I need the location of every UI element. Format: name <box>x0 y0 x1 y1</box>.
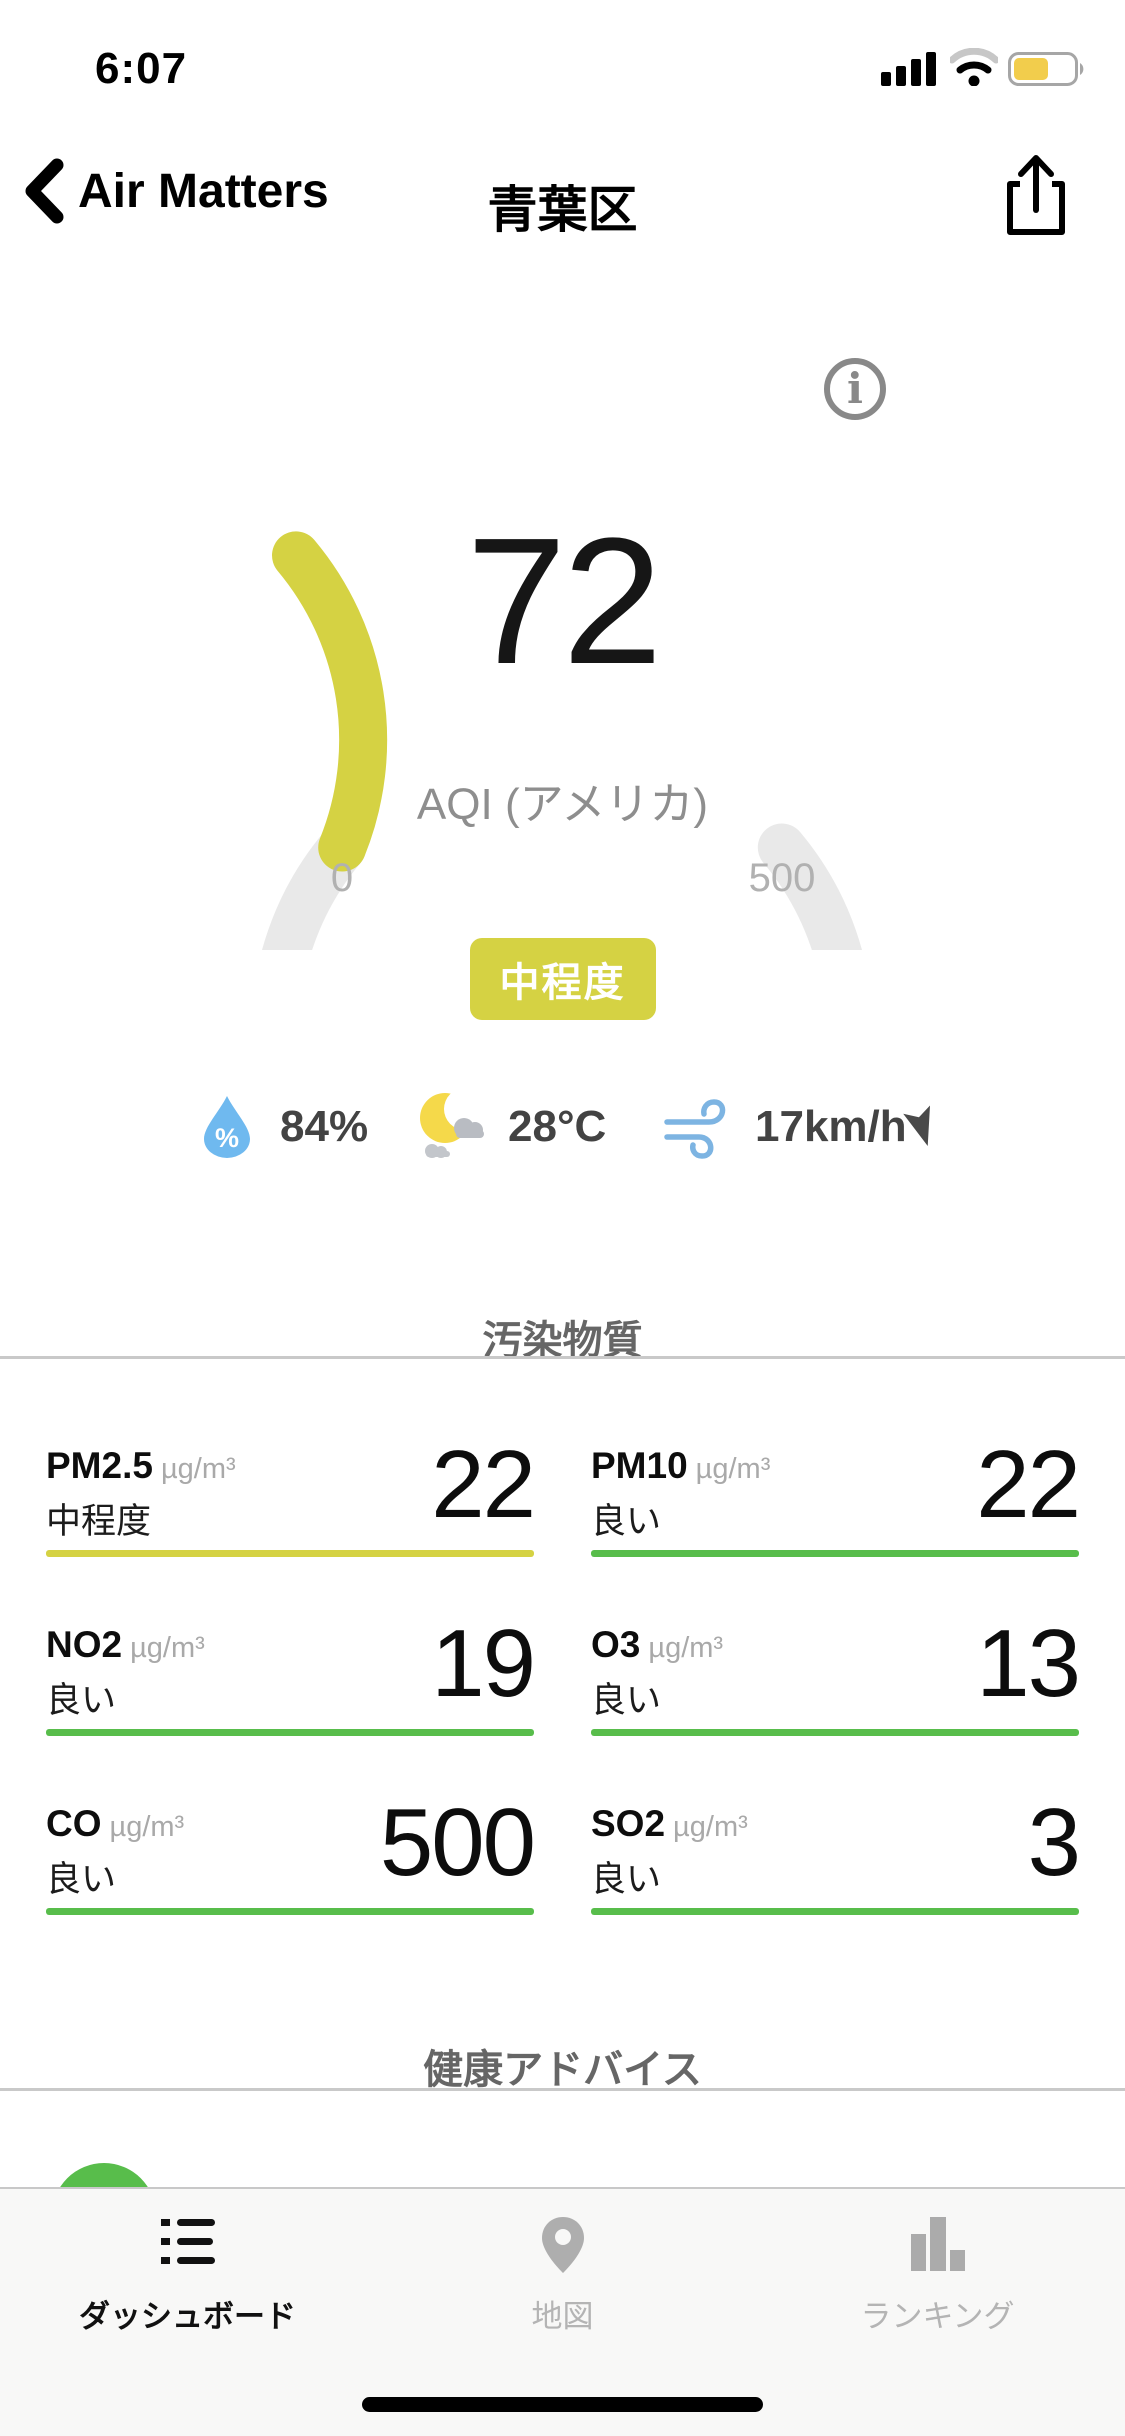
chevron-left-icon <box>25 158 64 224</box>
pollutant-level-bar <box>46 1729 534 1736</box>
pollutant-status: 良い <box>591 1681 662 1720</box>
cellular-signal-icon <box>881 52 936 86</box>
wind-direction-arrow-icon <box>903 1105 931 1146</box>
pollutant-card-so2: SO2 µg/m³ 良い 3 <box>591 1795 1081 1915</box>
pollutant-card-no2: NO2 µg/m³ 良い 19 <box>46 1616 536 1736</box>
health-divider <box>0 2088 1125 2091</box>
humidity-icon: % <box>204 1096 250 1158</box>
aqi-value: 72 <box>466 501 662 702</box>
tab-map[interactable]: 地図 <box>375 2189 750 2389</box>
pollutant-level-bar <box>46 1908 534 1915</box>
wind-speed-value: 17km/h <box>755 1102 907 1151</box>
back-button[interactable]: Air Matters <box>24 158 329 224</box>
aqi-category-badge: 中程度 <box>0 938 1125 1020</box>
wifi-icon <box>950 48 998 86</box>
pollutant-level-bar <box>591 1729 1079 1736</box>
humidity-value: 84% <box>280 1102 369 1151</box>
status-time: 6:07 <box>95 44 188 93</box>
pollutant-value: 3 <box>1027 1789 1081 1896</box>
wind-icon <box>664 1099 726 1159</box>
pollutant-value: 22 <box>976 1431 1081 1538</box>
pollutant-card-co: CO µg/m³ 良い 500 <box>46 1795 536 1915</box>
back-button-label: Air Matters <box>78 164 329 218</box>
pollutant-level-bar <box>46 1550 534 1557</box>
map-pin-icon <box>541 2217 584 2273</box>
pollutant-value: 22 <box>431 1431 536 1538</box>
aqi-scale-label: AQI (アメリカ) <box>416 780 709 829</box>
gauge-min-label: 0 <box>330 856 354 900</box>
info-icon[interactable]: i <box>824 358 886 420</box>
pollutant-status: 良い <box>46 1860 117 1899</box>
tab-dashboard[interactable]: ダッシュボード <box>0 2189 375 2389</box>
pollutants-divider <box>0 1356 1125 1359</box>
pollutant-status: 中程度 <box>46 1502 152 1541</box>
battery-icon <box>1008 52 1084 86</box>
pollutant-value: 13 <box>976 1610 1081 1717</box>
gauge-max-label: 500 <box>748 856 816 900</box>
aqi-gauge-progress <box>272 531 388 872</box>
dashboard-list-icon <box>160 2219 215 2264</box>
svg-text:%: % <box>215 1123 239 1153</box>
pollutant-status: 良い <box>46 1681 117 1720</box>
ranking-bar-chart-icon <box>910 2217 965 2271</box>
pollutant-level-bar <box>591 1550 1079 1557</box>
pollutant-status: 良い <box>591 1860 662 1899</box>
pollutant-card-pm10: PM10 µg/m³ 良い 22 <box>591 1437 1081 1557</box>
tab-ranking[interactable]: ランキング <box>750 2189 1125 2389</box>
pollutant-value: 500 <box>379 1789 536 1896</box>
share-button[interactable] <box>1000 150 1070 240</box>
pollutant-status: 良い <box>591 1502 662 1541</box>
temperature-value: 28°C <box>508 1102 607 1151</box>
home-indicator[interactable] <box>362 2397 763 2412</box>
pollutant-level-bar <box>591 1908 1079 1915</box>
tab-bar: ダッシュボード 地図 ランキング <box>0 2187 1125 2436</box>
pollutant-card-pm25: PM2.5 µg/m³ 中程度 22 <box>46 1437 536 1557</box>
pollutants-section-title: 汚染物質 <box>482 1319 643 1363</box>
pollutant-value: 19 <box>431 1610 536 1717</box>
moon-cloud-icon <box>420 1088 486 1158</box>
page-title: 青葉区 <box>487 182 638 238</box>
aqi-gauge-arc <box>262 531 862 950</box>
pollutant-card-o3: O3 µg/m³ 良い 13 <box>591 1616 1081 1736</box>
health-section-title: 健康アドバイス <box>423 2048 702 2092</box>
